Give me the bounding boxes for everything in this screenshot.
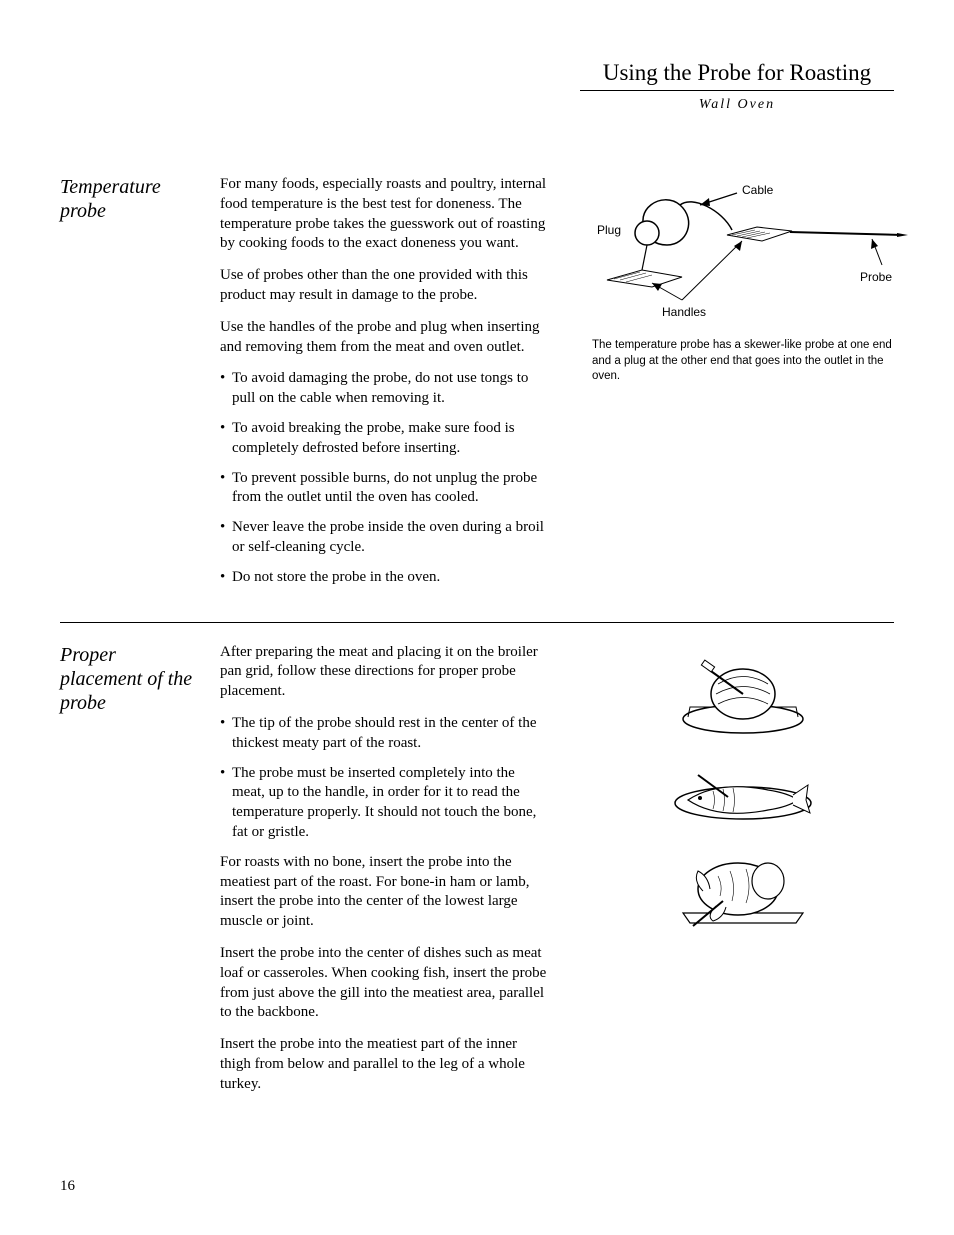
list-item: The tip of the probe should rest in the … — [220, 714, 550, 754]
section-divider — [60, 622, 894, 623]
page-number: 16 — [60, 1178, 75, 1195]
bullet-list: To avoid damaging the probe, do not use … — [220, 369, 550, 587]
figure-col: Plug Cable Handles Probe The temperature… — [572, 175, 912, 598]
paragraph: Insert the probe into the meatiest part … — [220, 1035, 550, 1094]
diagram-label-cable: Cable — [742, 183, 773, 197]
section-proper-placement: Proper placement of the probe After prep… — [60, 643, 894, 1107]
section-heading: Proper placement of the probe — [60, 643, 198, 715]
turkey-illustration-icon — [668, 841, 818, 931]
page-title: Using the Probe for Roasting — [580, 60, 894, 91]
diagram-caption: The temperature probe has a skewer-like … — [592, 338, 912, 385]
diagram-label-handles: Handles — [662, 305, 706, 319]
section-heading: Temperature probe — [60, 175, 198, 223]
page-header: Using the Probe for Roasting Wall Oven — [580, 60, 894, 113]
bullet-list: The tip of the probe should rest in the … — [220, 714, 550, 843]
list-item: Never leave the probe inside the oven du… — [220, 518, 550, 558]
list-item: To avoid breaking the probe, make sure f… — [220, 419, 550, 459]
probe-diagram: Plug Cable Handles Probe — [592, 175, 912, 330]
paragraph: Insert the probe into the center of dish… — [220, 944, 550, 1023]
section-temperature-probe: Temperature probe For many foods, especi… — [60, 175, 894, 598]
fish-illustration-icon — [668, 745, 818, 835]
diagram-label-plug: Plug — [597, 223, 621, 237]
paragraph: Use of probes other than the one provide… — [220, 266, 550, 306]
paragraph: For many foods, especially roasts and po… — [220, 175, 550, 254]
probe-diagram-svg — [592, 175, 912, 330]
diagram-label-probe: Probe — [860, 270, 892, 284]
paragraph: Use the handles of the probe and plug wh… — [220, 318, 550, 358]
paragraph: After preparing the meat and placing it … — [220, 643, 550, 702]
list-item: To prevent possible burns, do not unplug… — [220, 469, 550, 509]
list-item: The probe must be inserted completely in… — [220, 764, 550, 843]
page-subtitle: Wall Oven — [580, 97, 894, 113]
body-text-col: After preparing the meat and placing it … — [220, 643, 550, 1107]
section-heading-col: Temperature probe — [60, 175, 198, 598]
roast-illustration-icon — [668, 649, 818, 739]
section-heading-col: Proper placement of the probe — [60, 643, 198, 1107]
figure-col — [572, 643, 894, 1107]
body-text-col: For many foods, especially roasts and po… — [220, 175, 550, 598]
paragraph: For roasts with no bone, insert the prob… — [220, 853, 550, 932]
list-item: Do not store the probe in the oven. — [220, 568, 550, 588]
list-item: To avoid damaging the probe, do not use … — [220, 369, 550, 409]
